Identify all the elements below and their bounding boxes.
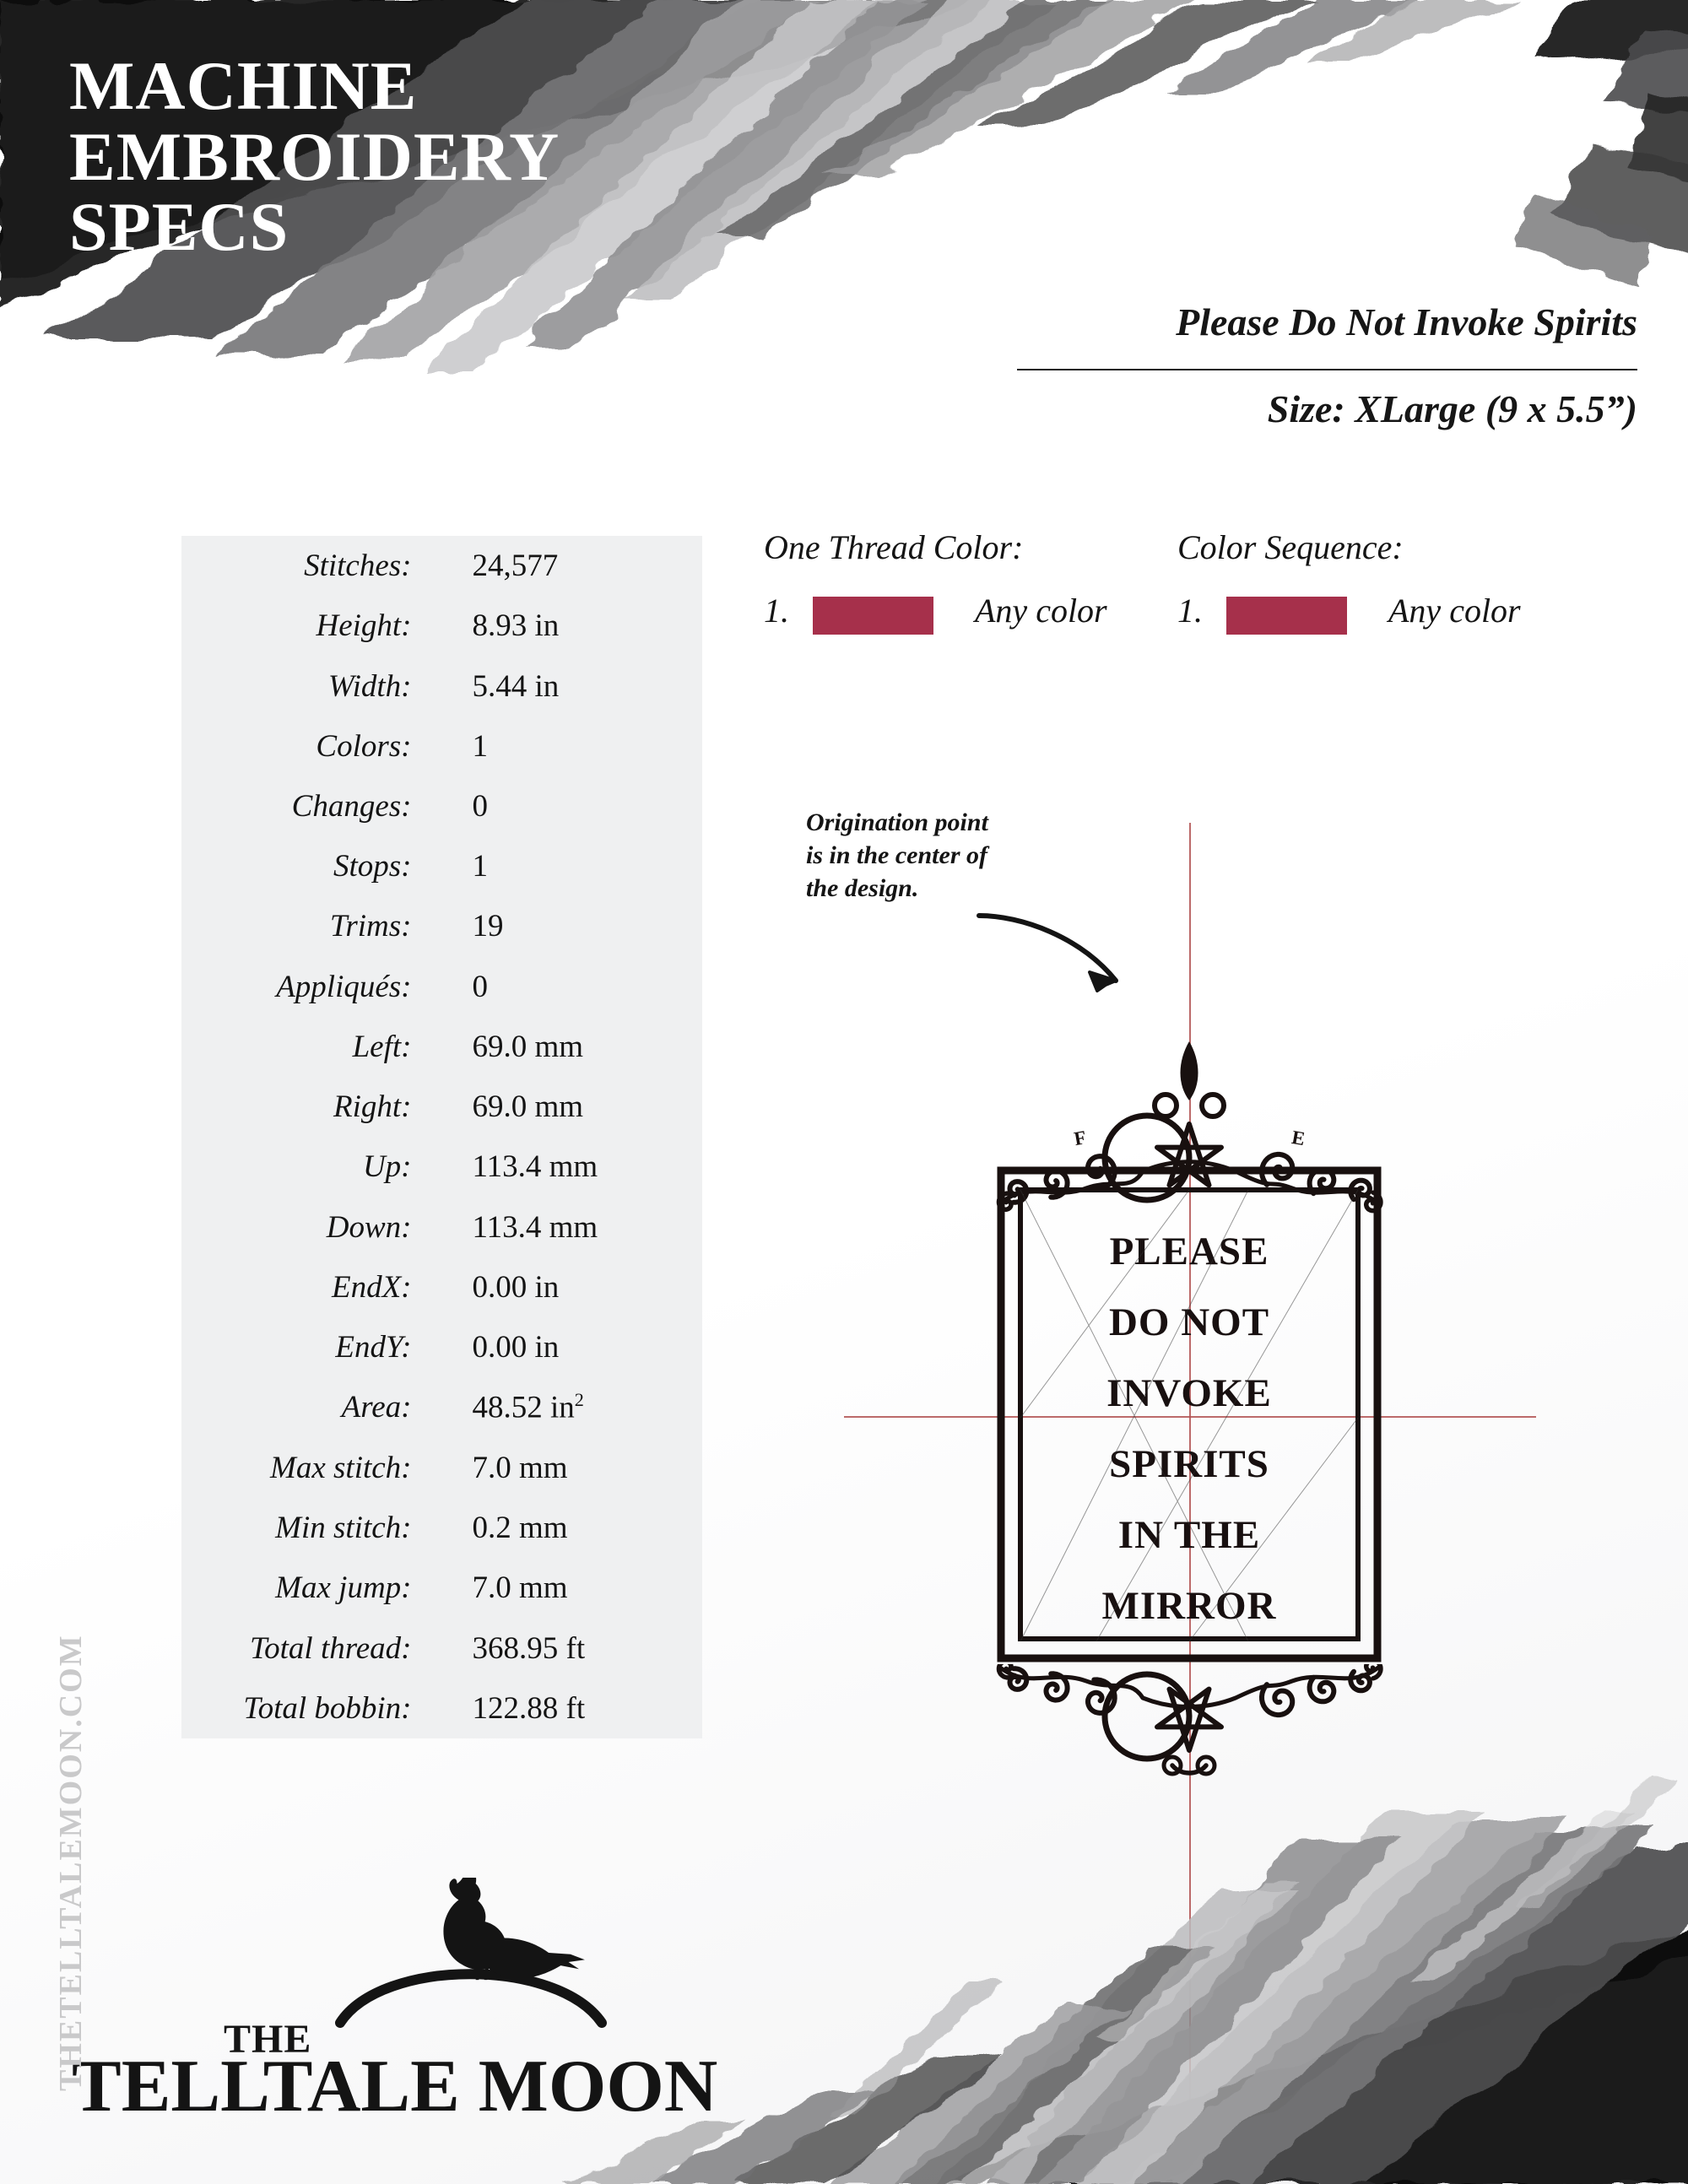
svg-text:IN THE: IN THE xyxy=(1118,1513,1260,1557)
svg-text:MIRROR: MIRROR xyxy=(1101,1584,1276,1628)
svg-text:E: E xyxy=(1290,1127,1307,1149)
svg-text:PLEASE: PLEASE xyxy=(1110,1230,1269,1273)
svg-text:SPIRITS: SPIRITS xyxy=(1109,1442,1269,1486)
svg-text:F: F xyxy=(1073,1127,1088,1149)
svg-text:INVOKE: INVOKE xyxy=(1106,1371,1272,1415)
